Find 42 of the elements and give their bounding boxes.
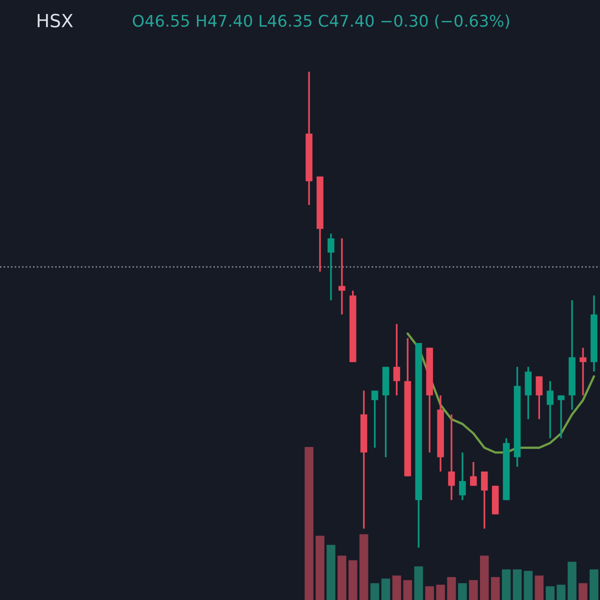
bar [316,536,324,600]
candlestick [580,346,586,396]
bar [490,577,500,600]
bar [524,570,533,600]
candlestick [328,232,334,302]
bar [403,580,412,600]
bar [502,569,511,600]
candlestick [448,414,455,501]
candlestick [546,380,554,440]
text: O46.55 H47.40 L46.35 C47.40 −0.30 (−0.63%) [132,14,510,29]
candlestick [480,470,488,530]
candlestick [536,376,543,420]
bar [348,560,358,600]
bar [436,584,445,600]
bar [556,584,566,600]
candlestick [338,238,346,316]
bar [480,556,489,600]
bar [381,578,390,600]
candlestick [558,394,564,440]
bar [370,583,380,600]
bar [425,586,434,600]
candlestick [524,366,532,420]
bar [534,576,544,600]
candlestick [470,461,477,487]
bar [447,577,456,600]
bar [568,562,576,600]
bar [304,447,314,600]
bar [578,583,588,600]
bar [414,566,424,600]
bar [326,544,336,600]
bar [359,534,368,600]
bar [338,556,346,600]
bar [458,583,467,600]
candlestick [393,323,400,396]
text: HSX [38,14,73,28]
candlestick [459,452,466,501]
candlestick [371,390,378,449]
bar [392,576,402,600]
bar [512,569,522,600]
bar [469,580,478,600]
bar [546,586,555,600]
bar [590,569,598,600]
